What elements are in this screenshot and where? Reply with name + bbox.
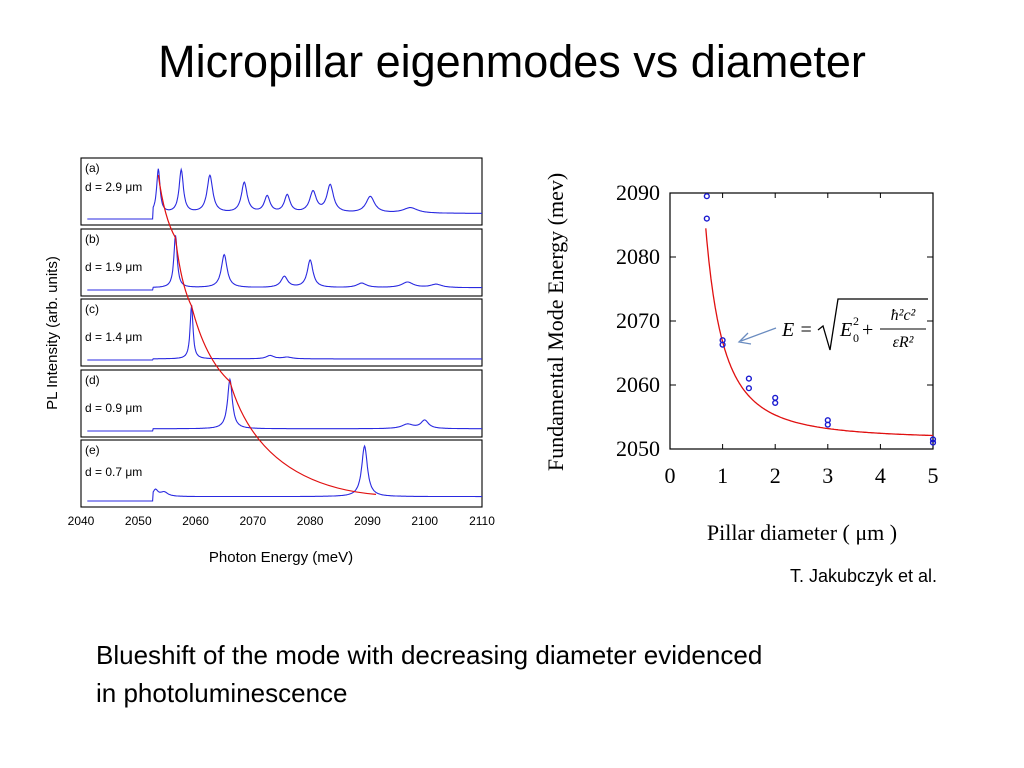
equation-plus: + [862, 319, 873, 341]
caption: Blueshift of the mode with decreasing di… [96, 636, 926, 712]
data-point [745, 375, 753, 382]
spectrum-line [87, 304, 482, 361]
panel-label: (a) [85, 161, 100, 175]
spectrum-line [87, 377, 482, 432]
panel-diameter-label: d = 1.9 μm [85, 260, 142, 274]
panel-frame [80, 228, 483, 297]
panel-frame [80, 369, 483, 438]
panel-frame [80, 157, 483, 226]
panel-label: (e) [85, 443, 100, 457]
fit-x-tick-label: 0 [665, 463, 676, 488]
fit-x-tick-label: 3 [822, 463, 833, 488]
panel-frame [80, 439, 483, 508]
data-point [745, 385, 753, 392]
fundamental-mode-trace [157, 174, 377, 495]
panel-diameter-label: d = 0.7 μm [85, 465, 142, 479]
fit-y-tick-label: 2080 [616, 244, 660, 269]
equation-denominator: εR² [893, 334, 915, 351]
spectrum-line [87, 167, 482, 220]
fit-y-tick-label: 2070 [616, 308, 660, 333]
data-point [703, 215, 710, 222]
panel-frame [80, 298, 483, 367]
credit: T. Jakubczyk et al. [790, 566, 938, 586]
fit-y-axis-label: Fundamental Mode Energy (mev) [543, 173, 568, 471]
equation-lhs: E = [781, 319, 813, 341]
spectra-x-tick-label: 2090 [354, 514, 381, 528]
spectra-x-tick-label: 2060 [182, 514, 209, 528]
data-point [772, 394, 779, 401]
spectrum-panel: (a) d = 2.9 μm [80, 157, 483, 226]
fit-x-tick-label: 5 [928, 463, 939, 488]
spectra-x-tick-label: 2100 [411, 514, 438, 528]
fit-x-axis-label: Pillar diameter ( μm ) [707, 520, 897, 545]
fit-y-tick-label: 2050 [616, 436, 660, 461]
slide-title: Micropillar eigenmodes vs diameter [158, 36, 866, 87]
panel-diameter-label: d = 0.9 μm [85, 401, 142, 415]
fit-x-tick-label: 2 [770, 463, 781, 488]
panel-diameter-label: d = 1.4 μm [85, 330, 142, 344]
fit-y-tick-label: 2090 [616, 180, 660, 205]
spectrum-panel: (b) d = 1.9 μm [80, 228, 483, 297]
spectra-x-axis-label: Photon Energy (meV) [209, 549, 353, 566]
spectra-y-axis-label: PL Intensity (arb. units) [44, 256, 61, 410]
panel-label: (d) [85, 373, 100, 387]
spectra-x-tick-label: 2080 [297, 514, 324, 528]
fit-equation: E = E 2 0 + ħ²c² εR² [781, 298, 928, 351]
spectra-x-tick-label: 2110 [469, 514, 495, 528]
equation-numerator: ħ²c² [891, 307, 917, 324]
pl-spectra-chart: (a)d = 2.9 μm(b)d = 1.9 μm(c)d = 1.4 μm(… [44, 157, 495, 566]
equation-arrow [740, 327, 777, 342]
equation-term1-sub: 0 [853, 331, 859, 345]
data-point [719, 341, 726, 348]
spectrum-line [87, 235, 482, 291]
fit-curve [705, 228, 933, 437]
spectrum-panel: (d) d = 0.9 μm [80, 369, 483, 438]
caption-line: in photoluminescence [96, 678, 348, 708]
spectrum-panel: (e) d = 0.7 μm [80, 439, 483, 508]
fit-y-tick-label: 2060 [616, 372, 660, 397]
data-point [772, 399, 779, 407]
caption-line: Blueshift of the mode with decreasing di… [96, 640, 763, 670]
spectra-x-tick-label: 2070 [240, 514, 267, 528]
spectrum-panel: (c) d = 1.4 μm [80, 298, 483, 367]
panel-label: (c) [85, 302, 99, 316]
spectra-x-tick-label: 2040 [68, 514, 95, 528]
spectra-x-tick-label: 2050 [125, 514, 152, 528]
panel-label: (b) [85, 232, 100, 246]
equation-sqrt-sign [817, 298, 928, 351]
spectrum-line [87, 444, 482, 502]
data-point [929, 439, 937, 446]
mode-energy-chart: 0 1 2 3 4 5 2050 2060 2070 2080 2090 Pillar diamet… [543, 173, 939, 545]
data-point [703, 193, 710, 200]
fit-x-tick-label: 1 [717, 463, 728, 488]
equation-term1-sup: 2 [853, 314, 859, 328]
data-point [824, 421, 831, 428]
data-point [929, 436, 937, 443]
equation-term1: E [839, 319, 852, 341]
panel-diameter-label: d = 2.9 μm [85, 180, 142, 194]
fit-x-tick-label: 4 [875, 463, 886, 488]
equation-arrowhead [737, 332, 752, 345]
